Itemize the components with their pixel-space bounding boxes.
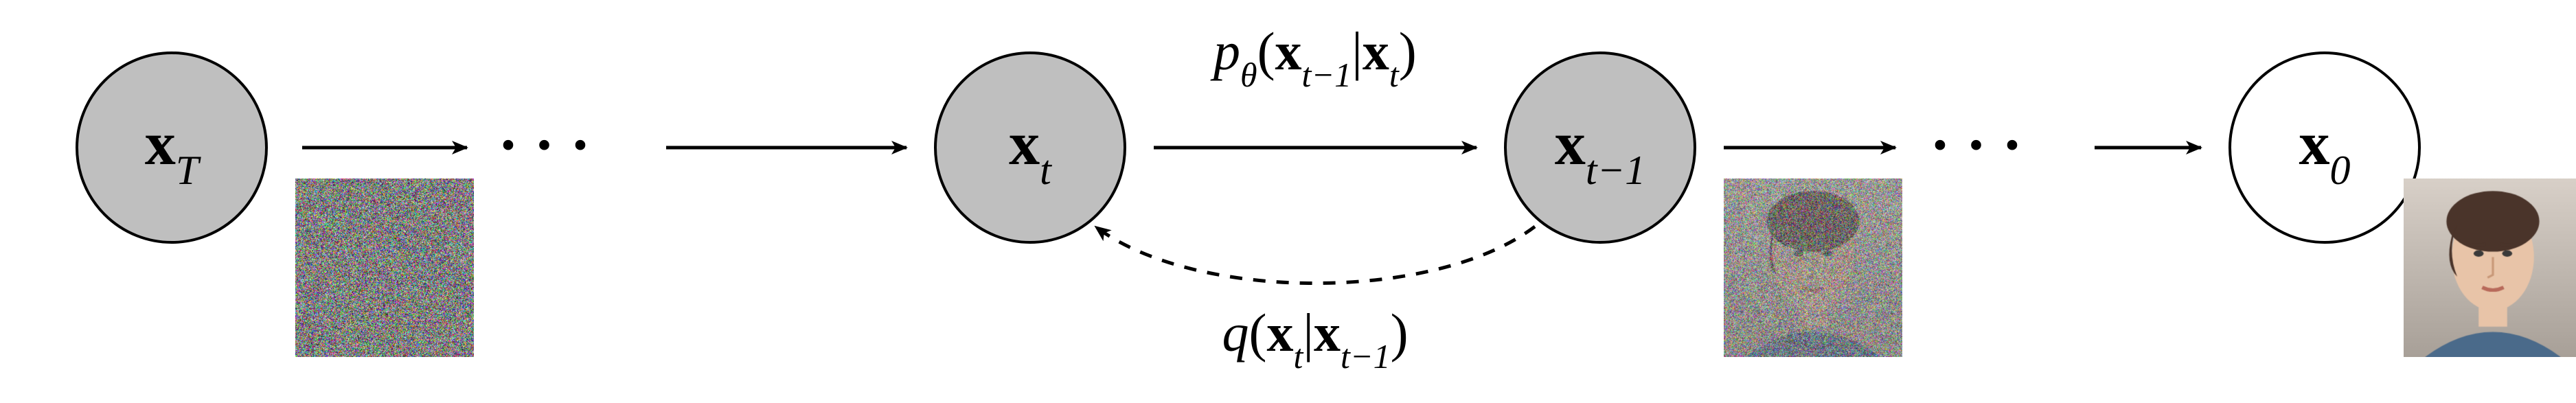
thumb-x0 — [2404, 179, 2576, 357]
node-xtm1: xt−1 — [1504, 51, 1696, 244]
node-xtm1-label: xt−1 — [1555, 108, 1645, 187]
node-xt: xt — [934, 51, 1126, 244]
thumb-xtm1 — [1724, 179, 1902, 357]
reverse-label: q(xt|xt−1) — [1222, 302, 1409, 371]
diffusion-diagram: xT xt xt−1 x0 · · · · · · pθ(xt−1|xt) q(… — [14, 14, 2576, 389]
node-x0-label: x0 — [2299, 108, 2351, 187]
node-x0: x0 — [2229, 51, 2421, 244]
node-xT: xT — [76, 51, 268, 244]
forward-label: pθ(xt−1|xt) — [1213, 21, 1417, 89]
ellipsis-right: · · · — [1930, 110, 2022, 181]
node-xt-label: xt — [1009, 108, 1051, 187]
ellipsis-left: · · · — [498, 110, 591, 181]
node-xT-label: xT — [145, 108, 198, 187]
thumb-xT — [295, 179, 474, 357]
